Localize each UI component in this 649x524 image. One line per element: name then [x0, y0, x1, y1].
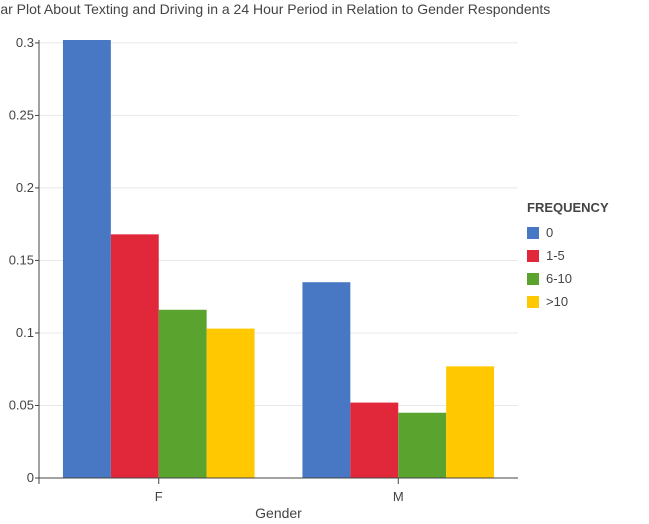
x-tick-label: M — [393, 489, 404, 504]
legend-item[interactable]: 1-5 — [527, 244, 609, 267]
bar-m-series-3[interactable] — [446, 366, 495, 478]
legend-swatch — [527, 295, 539, 308]
chart-title: Bar Plot About Texting and Driving in a … — [0, 1, 551, 17]
bar-f-series-0[interactable] — [62, 40, 111, 478]
bar-f-series-3[interactable] — [206, 328, 255, 478]
legend-swatch — [527, 272, 539, 285]
legend-label: >10 — [546, 294, 569, 309]
legend-items: 0 1-5 6-10 >10 — [527, 221, 609, 313]
legend-label: 6-10 — [546, 271, 573, 286]
y-tick-label: 0.25 — [9, 107, 34, 122]
legend-item[interactable]: 0 — [527, 221, 609, 244]
legend-swatch — [527, 226, 539, 239]
legend: FREQUENCY 0 1-5 6-10 >10 — [527, 200, 609, 313]
y-tick-label: 0.05 — [9, 397, 34, 412]
bar-m-series-1[interactable] — [350, 402, 399, 478]
y-tick-label: 0 — [27, 470, 34, 485]
legend-label: 0 — [546, 225, 554, 240]
legend-item[interactable]: 6-10 — [527, 267, 609, 290]
y-tick-label: 0.15 — [9, 252, 34, 267]
bar-m-series-0[interactable] — [302, 282, 351, 478]
x-axis-title: Gender — [255, 505, 302, 521]
y-tick-label: 0.2 — [16, 180, 34, 195]
legend-swatch — [527, 249, 539, 262]
y-tick-label: 0.3 — [16, 35, 34, 50]
legend-title: FREQUENCY — [527, 200, 609, 215]
bars-layer — [62, 40, 495, 478]
legend-item[interactable]: >10 — [527, 290, 609, 313]
axes-layer: 0 0.05 0.1 0.15 0.2 0.25 0.3 F M Gender — [9, 35, 518, 521]
x-tick-label: F — [155, 489, 163, 504]
bar-m-series-2[interactable] — [398, 412, 447, 478]
legend-label: 1-5 — [546, 248, 565, 263]
y-tick-label: 0.1 — [16, 325, 34, 340]
bar-f-series-2[interactable] — [158, 309, 207, 478]
bar-f-series-1[interactable] — [110, 234, 159, 478]
